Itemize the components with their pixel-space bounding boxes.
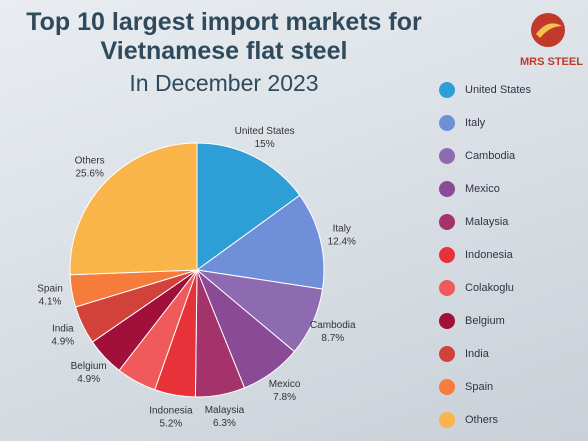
legend-label: United States <box>465 84 532 96</box>
slice-label-name: Others <box>75 155 105 166</box>
legend-swatch <box>439 313 455 329</box>
slice-label: Malaysia 6.3% <box>205 405 245 429</box>
logo-swoosh <box>536 23 562 38</box>
legend-swatch <box>439 82 455 98</box>
legend-label: India <box>465 348 490 360</box>
slice-label: Belgium 4.9% <box>71 361 107 385</box>
brand: MRS STEEL <box>520 56 583 68</box>
legend-swatch <box>439 181 455 197</box>
legend-swatch <box>439 115 455 131</box>
slice-label: Mexico 7.8% <box>269 379 301 403</box>
slice-label-name: Indonesia <box>149 405 193 416</box>
slice-label-name: Malaysia <box>205 405 245 416</box>
legend-label: Colakoglu <box>465 282 514 294</box>
slice-label-value: 5.2% <box>160 418 183 429</box>
pie-slice <box>69 142 198 276</box>
legend-label: Cambodia <box>465 150 516 162</box>
slice-label-value: 4.9% <box>51 336 74 347</box>
legend-swatch <box>439 379 455 395</box>
slice-label: Indonesia 5.2% <box>149 405 193 429</box>
slice-label-value: 25.6% <box>75 168 103 179</box>
slice-label-name: Cambodia <box>310 320 356 331</box>
pie-slice <box>196 142 301 271</box>
chart-subtitle: In December 2023 <box>129 70 319 96</box>
slice-label-name: United States <box>235 126 295 137</box>
legend-label: Others <box>465 414 499 426</box>
slice-label: Italy 12.4% <box>328 223 356 247</box>
pie-slice <box>195 194 325 290</box>
legend-swatch <box>439 214 455 230</box>
chart-title: Top 10 largest import markets for Vietna… <box>26 8 422 65</box>
slice-label: Others 25.6% <box>75 155 105 179</box>
legend-swatch <box>439 280 455 296</box>
slice-label-value: 15% <box>255 139 275 150</box>
slice-label: India 4.9% <box>51 323 74 347</box>
slice-label-name: Belgium <box>71 361 107 372</box>
legend-swatch <box>439 412 455 428</box>
slice-label-value: 7.8% <box>273 392 296 403</box>
slice-label-name: Spain <box>37 283 63 294</box>
slice-label-value: 12.4% <box>328 236 356 247</box>
slice-label-name: Italy <box>333 223 351 234</box>
legend-label: Malaysia <box>465 216 509 228</box>
legend-swatch <box>439 148 455 164</box>
slice-label: United States 15% <box>235 126 295 150</box>
legend-label: Spain <box>465 381 493 393</box>
legend-label: Indonesia <box>465 249 514 261</box>
slice-label: Cambodia 8.7% <box>310 320 356 344</box>
legend-swatch <box>439 247 455 263</box>
slice-label: Spain 4.1% <box>37 283 63 307</box>
legend-swatch <box>439 346 455 362</box>
slice-label-name: Mexico <box>269 379 301 390</box>
legend-label: Belgium <box>465 315 505 327</box>
slice-label-value: 4.1% <box>39 296 62 307</box>
slice-label-value: 6.3% <box>213 418 236 429</box>
slice-label-value: 8.7% <box>321 333 344 344</box>
legend-label: Mexico <box>465 183 500 195</box>
slice-label-value: 4.9% <box>77 374 100 385</box>
slice-label-name: India <box>52 323 74 334</box>
legend-label: Italy <box>465 117 486 129</box>
